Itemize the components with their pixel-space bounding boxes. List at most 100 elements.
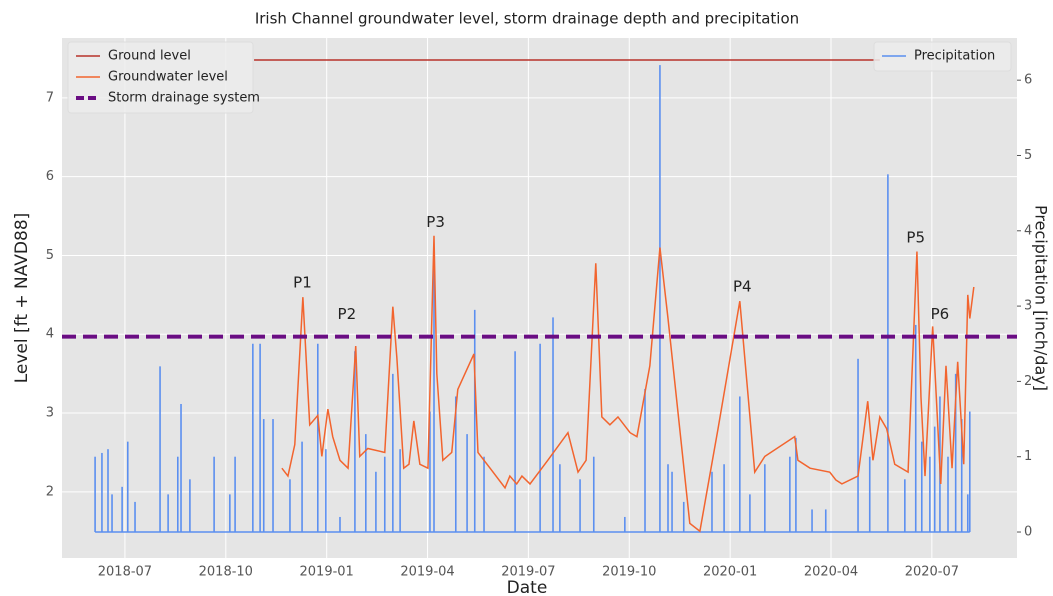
precipitation-bar xyxy=(111,494,113,533)
annotation: P6 xyxy=(931,305,950,323)
x-tick-label: 2020-01 xyxy=(703,565,757,580)
chart-title: Irish Channel groundwater level, storm d… xyxy=(255,10,799,28)
precipitation-bar xyxy=(107,449,109,533)
precipitation-bar xyxy=(454,396,457,533)
precipitation-bar xyxy=(644,388,646,533)
x-tick-label: 2019-10 xyxy=(602,565,656,580)
annotation: P3 xyxy=(426,213,445,231)
precipitation-bar xyxy=(229,494,231,533)
precipitation-bar xyxy=(252,343,254,533)
precipitation-bar xyxy=(920,441,923,533)
x-axis-label: Date xyxy=(507,578,548,596)
y2-tick-label: 0 xyxy=(1024,525,1032,540)
precipitation-bar xyxy=(167,494,169,533)
y-tick-label: 4 xyxy=(46,327,54,342)
x-tick-label: 2019-01 xyxy=(300,565,354,580)
precipitation-bar xyxy=(429,411,431,533)
precipitation-bar xyxy=(789,456,791,533)
precipitation-bar xyxy=(213,456,215,533)
x-tick-label: 2020-07 xyxy=(905,565,959,580)
precipitation-bar xyxy=(929,456,931,533)
precipitation-bar xyxy=(811,509,813,533)
precipitation-bar xyxy=(365,434,367,533)
precipitation-bar xyxy=(739,396,741,533)
y-tick-label: 5 xyxy=(46,248,54,263)
x-tick-label: 2019-04 xyxy=(400,565,454,580)
precipitation-bar xyxy=(579,479,581,533)
precipitation-bar xyxy=(514,351,516,533)
annotation: P2 xyxy=(338,305,357,323)
precipitation-bar xyxy=(667,464,669,533)
y-tick-label: 7 xyxy=(46,90,54,105)
x-tick-label: 2019-07 xyxy=(501,565,555,580)
precipitation-bar xyxy=(272,419,274,533)
precipitation-bar xyxy=(947,456,949,533)
y-axis-label: Level [ft + NAVD88] xyxy=(12,213,32,384)
y2-tick-label: 3 xyxy=(1024,299,1032,314)
legend-label: Storm drainage system xyxy=(108,91,260,106)
precipitation-bar xyxy=(682,501,685,533)
precipitation-bar xyxy=(968,411,971,533)
legend-label: Groundwater level xyxy=(108,70,228,85)
precipitation-bar xyxy=(180,403,182,533)
precipitation-bar xyxy=(399,449,401,533)
precipitation-bar xyxy=(711,471,713,533)
precipitation-bar xyxy=(559,464,561,533)
precipitation-bar xyxy=(189,479,191,533)
y-tick-label: 6 xyxy=(46,169,54,184)
precipitation-bar xyxy=(339,516,341,533)
precipitation-bar xyxy=(301,441,303,533)
precipitation-bar xyxy=(392,373,394,533)
precipitation-bar xyxy=(659,65,661,533)
precipitation-bar xyxy=(466,434,468,533)
precipitation-bar xyxy=(383,456,386,533)
y2-tick-label: 4 xyxy=(1024,223,1032,238)
precipitation-bar xyxy=(764,464,766,533)
precipitation-bar xyxy=(234,456,236,533)
y2-axis-label: Precipitation [inch/day] xyxy=(1032,205,1051,391)
precipitation-bar xyxy=(134,501,136,533)
precipitation-bar xyxy=(375,471,377,533)
precipitation-bar xyxy=(316,343,319,533)
x-tick-label: 2018-07 xyxy=(98,565,152,580)
y2-tick-label: 5 xyxy=(1024,148,1032,163)
precipitation-bar xyxy=(933,426,936,533)
precipitation-bar xyxy=(887,174,889,533)
precipitation-bar xyxy=(159,366,161,533)
x-tick-label: 2018-10 xyxy=(199,565,253,580)
y-tick-label: 3 xyxy=(46,406,54,421)
annotation: P1 xyxy=(293,274,312,292)
precipitation-bar xyxy=(904,479,906,533)
y2-tick-label: 6 xyxy=(1024,73,1032,88)
annotation: P5 xyxy=(906,229,925,247)
precipitation-bar xyxy=(325,449,327,533)
precipitation-bar xyxy=(354,351,356,533)
y2-tick-label: 2 xyxy=(1024,374,1032,389)
precipitation-bar xyxy=(749,494,751,533)
legend-box xyxy=(873,41,1012,72)
legend-box xyxy=(67,41,254,114)
precipitation-bar xyxy=(868,456,871,533)
precipitation-bar xyxy=(624,516,626,533)
legend-label: Precipitation xyxy=(914,49,995,64)
precipitation-bar xyxy=(671,471,673,533)
precipitation-bar xyxy=(592,456,595,533)
precipitation-bar xyxy=(126,441,129,533)
precipitation-bar xyxy=(795,437,797,533)
overlay: 2018-07 2018-10 2019-01 2019-04 2019-07 2019-… xyxy=(46,41,1032,580)
precipitation-bar xyxy=(857,358,859,533)
precipitation-bar xyxy=(101,452,103,533)
precipitation-bar xyxy=(539,343,541,533)
precipitation-bar xyxy=(289,479,291,533)
precipitation-bar xyxy=(121,486,123,533)
precipitation-bar xyxy=(914,324,917,533)
precipitation-bar xyxy=(433,268,435,533)
precipitation-bar xyxy=(262,419,265,533)
precipitation-bar xyxy=(483,456,485,533)
legend-label: Ground level xyxy=(108,49,191,64)
y-tick-label: 2 xyxy=(46,484,54,499)
precipitation-bar xyxy=(94,456,96,533)
precipitation-bar xyxy=(954,373,957,533)
annotation: P4 xyxy=(733,277,752,295)
